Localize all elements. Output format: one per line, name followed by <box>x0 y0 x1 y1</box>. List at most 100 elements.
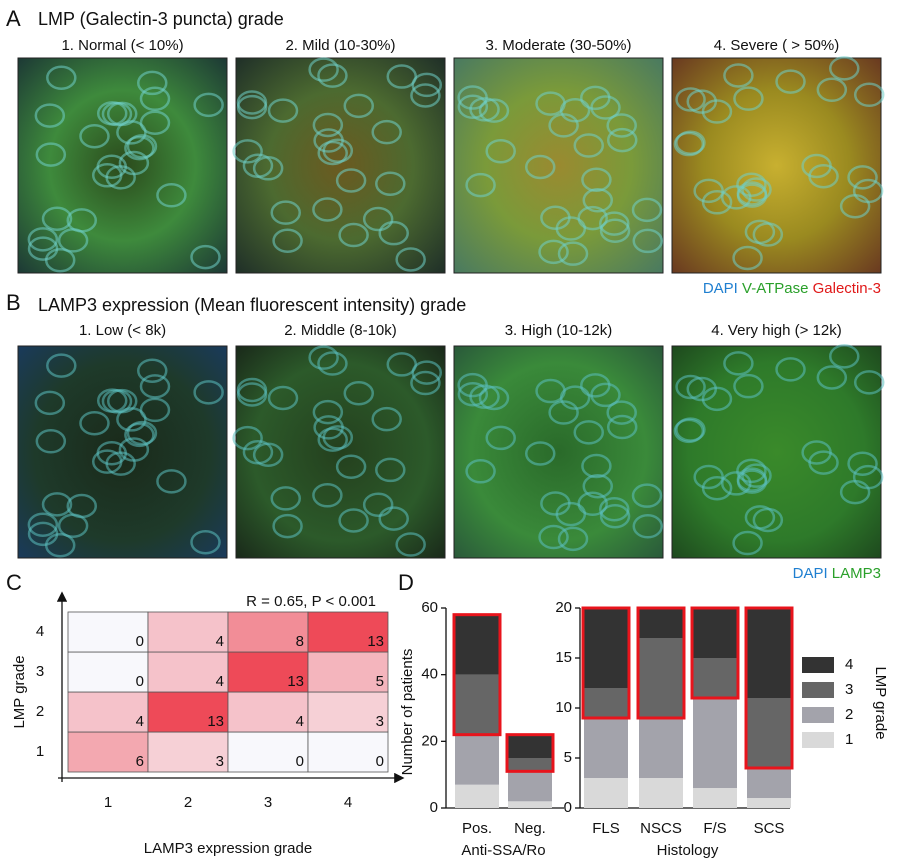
cell-label: 0 <box>376 753 384 770</box>
x-axis-label: Histology <box>657 842 719 859</box>
y-tick-label: 2 <box>36 703 44 720</box>
x-tick-label: 3 <box>264 794 272 811</box>
tissue-texture <box>272 513 303 539</box>
y-tick-label: 60 <box>421 599 438 616</box>
bar-segment <box>693 788 737 808</box>
bar-segment <box>747 608 791 698</box>
image-caption: 3. Moderate (30-50%) <box>486 37 632 54</box>
tissue-texture <box>599 211 630 236</box>
tissue-texture <box>701 190 733 215</box>
tissue-texture <box>732 245 763 271</box>
tissue-texture <box>57 513 89 539</box>
tissue-texture <box>469 97 500 122</box>
tissue-texture <box>371 119 402 145</box>
tissue-texture <box>118 150 150 176</box>
tissue-texture <box>853 82 885 108</box>
cell-label: 6 <box>136 753 144 770</box>
tissue-texture <box>581 453 612 479</box>
tissue-texture <box>193 380 224 405</box>
tissue-texture <box>741 177 772 202</box>
tissue-texture <box>478 98 510 123</box>
tissue-texture <box>736 458 767 484</box>
tissue-texture <box>599 218 631 244</box>
tissue-texture <box>701 475 733 501</box>
y-tick-label: 4 <box>36 623 44 640</box>
x-tick-label: F/S <box>703 820 726 837</box>
tissue-texture <box>853 370 885 395</box>
tissue-texture <box>335 168 367 193</box>
tissue-texture <box>723 63 754 88</box>
tissue-texture <box>540 491 571 516</box>
tissue-texture <box>34 390 66 416</box>
tissue-texture <box>548 113 579 138</box>
x-tick-label: Pos. <box>462 820 492 837</box>
tissue-texture <box>126 134 158 159</box>
tissue-texture <box>752 222 784 247</box>
tissue-texture <box>410 370 441 396</box>
tissue-texture <box>272 228 303 253</box>
tissue-texture <box>606 113 637 138</box>
tissue-texture <box>317 140 348 166</box>
channel-legend: DAPI V-ATPase Galectin-3 <box>703 280 881 297</box>
legend-vatpase: V-ATPase <box>742 280 813 297</box>
bar-segment <box>584 688 628 718</box>
tissue-texture <box>673 418 705 444</box>
bar-segment <box>639 608 683 638</box>
tissue-texture <box>242 439 274 465</box>
tissue-texture <box>270 486 301 511</box>
tissue-texture <box>232 425 263 451</box>
x-tick-label: 2 <box>184 794 192 811</box>
tissue-texture <box>118 437 150 462</box>
tissue-texture <box>606 400 637 425</box>
heatmap-cell <box>307 731 389 773</box>
tissue-texture <box>559 385 591 410</box>
highlight-box <box>581 606 631 720</box>
cell-label: 4 <box>136 713 144 730</box>
tissue-texture <box>156 469 187 494</box>
tissue-texture <box>308 345 339 370</box>
x-tick-label: 1 <box>104 794 112 811</box>
tissue-texture <box>91 163 123 188</box>
image-caption: 1. Normal (< 10%) <box>61 37 183 54</box>
tissue-texture <box>631 197 663 223</box>
tissue-texture <box>375 171 406 196</box>
heatmap-cell <box>227 731 309 773</box>
panel-title: LMP (Galectin-3 puncta) grade <box>38 9 284 29</box>
tissue-texture <box>469 384 500 409</box>
tissue-texture <box>317 427 348 452</box>
highlight-box <box>505 733 555 773</box>
y-tick-label: 40 <box>421 666 438 683</box>
x-tick-label: 4 <box>344 794 352 811</box>
tissue-texture <box>752 507 784 533</box>
bar-segment <box>508 771 552 802</box>
tissue-texture <box>313 415 344 440</box>
panel-letter: A <box>6 6 21 31</box>
legend-swatch <box>802 682 834 698</box>
tissue-texture <box>485 425 516 451</box>
tissue-texture <box>675 87 706 112</box>
tissue-texture <box>386 352 418 377</box>
heatmap-cell <box>307 611 389 653</box>
tissue-texture <box>395 247 426 272</box>
tissue-texture <box>386 64 418 89</box>
cell-label: 13 <box>367 633 384 650</box>
tissue-texture <box>270 200 301 225</box>
bar-segment <box>508 758 552 772</box>
tissue-texture <box>829 344 860 369</box>
tissue-texture <box>308 57 339 82</box>
legend-lamp3: LAMP3 <box>832 565 881 582</box>
cell-label: 13 <box>287 673 304 690</box>
tissue-texture <box>557 241 589 266</box>
y-tick-label: 0 <box>564 799 572 816</box>
tissue-texture <box>540 205 571 230</box>
tissue-texture <box>79 410 110 436</box>
tissue-texture <box>139 86 171 112</box>
tissue-texture <box>378 220 409 246</box>
tissue-texture <box>124 422 155 448</box>
legend-galectin: Galectin-3 <box>813 280 881 297</box>
tissue-texture <box>478 385 510 411</box>
channel-legend: DAPI LAMP3 <box>793 565 881 582</box>
cell-label: 5 <box>376 673 384 690</box>
tissue-texture <box>775 69 806 94</box>
